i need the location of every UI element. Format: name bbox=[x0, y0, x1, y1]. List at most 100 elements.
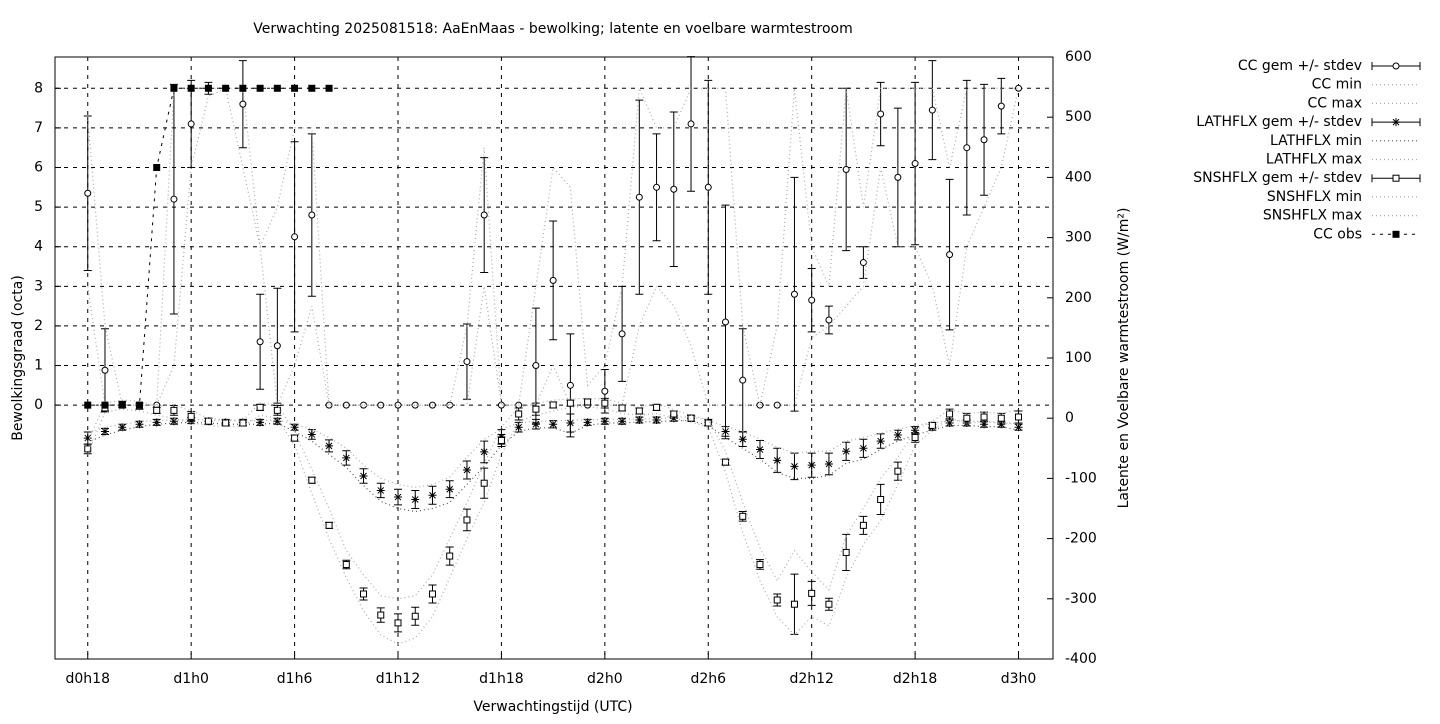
marker-filled-square bbox=[273, 84, 281, 92]
marker-circle bbox=[859, 259, 867, 267]
marker-star bbox=[997, 420, 1006, 429]
legend-label: LATHFLX max bbox=[1266, 152, 1362, 168]
marker-star bbox=[669, 414, 678, 423]
marker-star bbox=[462, 465, 471, 474]
marker-circle bbox=[170, 195, 178, 203]
marker-circle bbox=[963, 144, 971, 152]
legend-marker bbox=[1392, 230, 1400, 238]
x-tick-label: d2h0 bbox=[587, 671, 623, 687]
y-tick-label: 8 bbox=[34, 80, 43, 96]
marker-circle bbox=[790, 290, 798, 298]
marker-star bbox=[566, 419, 575, 428]
x-tick-label: d0h18 bbox=[66, 671, 110, 687]
marker-filled-square bbox=[308, 84, 316, 92]
y2-tick-label: 600 bbox=[1065, 49, 1092, 65]
marker-star bbox=[325, 441, 334, 450]
marker-star bbox=[945, 419, 954, 428]
marker-star bbox=[359, 471, 368, 480]
marker-square bbox=[859, 521, 867, 529]
chart-title: Verwachting 2025081518: AaEnMaas - bewol… bbox=[253, 21, 853, 37]
marker-star bbox=[256, 418, 265, 427]
marker-square bbox=[84, 445, 92, 453]
marker-star bbox=[876, 437, 885, 446]
legend-label: CC max bbox=[1307, 95, 1362, 111]
marker-square bbox=[256, 403, 264, 411]
marker-square bbox=[428, 590, 436, 598]
marker-square bbox=[635, 407, 643, 415]
marker-square bbox=[618, 404, 626, 412]
marker-square bbox=[808, 589, 816, 597]
y2-tick-label: 200 bbox=[1065, 290, 1092, 306]
marker-circle bbox=[480, 211, 488, 219]
marker-square bbox=[756, 560, 764, 568]
marker-circle bbox=[1015, 84, 1023, 92]
marker-circle bbox=[291, 233, 299, 241]
marker-filled-square bbox=[256, 84, 264, 92]
marker-filled-square bbox=[239, 84, 247, 92]
marker-star bbox=[480, 447, 489, 456]
marker-star bbox=[118, 423, 127, 432]
legend-label: LATHFLX gem +/- stdev bbox=[1196, 114, 1362, 130]
marker-circle bbox=[84, 189, 92, 197]
y-tick-label: 1 bbox=[34, 358, 43, 374]
marker-square bbox=[342, 560, 350, 568]
marker-star bbox=[445, 485, 454, 494]
marker-square bbox=[308, 476, 316, 484]
marker-circle bbox=[463, 358, 471, 366]
marker-star bbox=[583, 418, 592, 427]
marker-circle bbox=[239, 100, 247, 108]
y-axis-label: Bewolkingsgraad (octa) bbox=[10, 275, 26, 441]
y2-tick-label: 100 bbox=[1065, 350, 1092, 366]
marker-square bbox=[222, 419, 230, 427]
marker-square bbox=[739, 512, 747, 520]
y2-tick-label: -400 bbox=[1065, 651, 1097, 667]
marker-square bbox=[911, 433, 919, 441]
marker-circle bbox=[739, 376, 747, 384]
marker-star bbox=[652, 416, 661, 425]
marker-star bbox=[549, 420, 558, 429]
series-line bbox=[87, 405, 1019, 645]
marker-square bbox=[515, 410, 523, 418]
marker-square bbox=[790, 600, 798, 608]
marker-circle bbox=[980, 136, 988, 144]
legend-marker bbox=[1392, 118, 1400, 127]
marker-star bbox=[755, 445, 764, 454]
marker-square bbox=[997, 414, 1005, 422]
y2-tick-label: -100 bbox=[1065, 470, 1097, 486]
marker-star bbox=[307, 430, 316, 439]
marker-square bbox=[722, 458, 730, 466]
marker-star bbox=[980, 420, 989, 429]
marker-star bbox=[428, 491, 437, 500]
marker-star bbox=[911, 426, 920, 435]
marker-circle bbox=[808, 296, 816, 304]
marker-star bbox=[394, 493, 403, 502]
marker-circle bbox=[704, 183, 712, 191]
marker-star bbox=[824, 459, 833, 468]
series-line bbox=[87, 397, 1019, 600]
marker-star bbox=[152, 418, 161, 427]
marker-square bbox=[153, 406, 161, 414]
marker-star bbox=[859, 444, 868, 453]
marker-square bbox=[549, 401, 557, 409]
marker-circle bbox=[601, 387, 609, 395]
marker-circle bbox=[946, 251, 954, 259]
marker-circle bbox=[360, 401, 368, 409]
marker-filled-square bbox=[153, 163, 161, 171]
marker-square bbox=[360, 590, 368, 598]
marker-square bbox=[480, 479, 488, 487]
marker-square bbox=[601, 399, 609, 407]
x-tick-label: d1h18 bbox=[479, 671, 523, 687]
x-tick-label: d2h6 bbox=[690, 671, 726, 687]
marker-circle bbox=[635, 193, 643, 201]
marker-filled-square bbox=[118, 401, 126, 409]
legend-label: SNSHFLX gem +/- stdev bbox=[1193, 170, 1362, 186]
marker-circle bbox=[842, 165, 850, 173]
marker-square bbox=[928, 421, 936, 429]
marker-star bbox=[721, 427, 730, 436]
marker-square bbox=[204, 417, 212, 425]
marker-circle bbox=[618, 330, 626, 338]
x-axis-label: Verwachtingstijd (UTC) bbox=[473, 699, 632, 715]
legend-marker bbox=[1392, 62, 1400, 70]
legend-label: CC obs bbox=[1313, 226, 1362, 242]
